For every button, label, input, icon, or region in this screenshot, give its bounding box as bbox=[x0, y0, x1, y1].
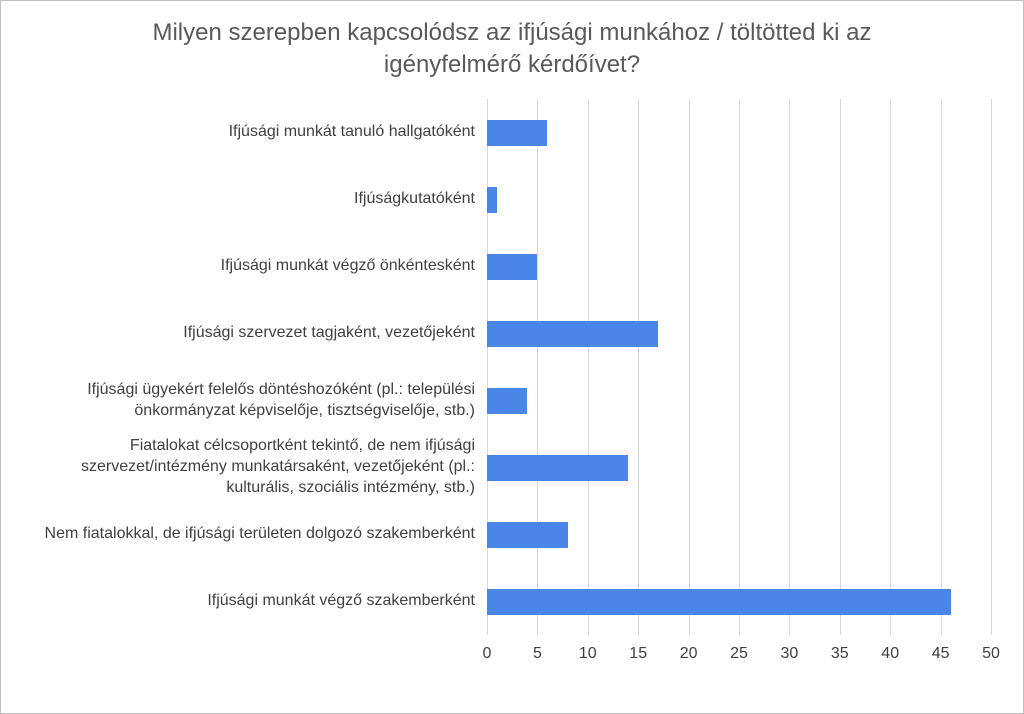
gridline bbox=[839, 99, 841, 635]
x-tick-label: 5 bbox=[532, 645, 542, 662]
x-tick-label: 10 bbox=[578, 645, 597, 662]
bar-track bbox=[487, 166, 991, 233]
x-tick-label: 25 bbox=[730, 645, 748, 662]
x-tick-label: 0 bbox=[482, 645, 492, 662]
category-label: Ifjúságkutatóként bbox=[354, 190, 475, 208]
bar-track bbox=[487, 367, 991, 434]
bar-row: Ifjúsági munkát végző szakemberként bbox=[13, 568, 991, 635]
category-label: Ifjúsági munkát tanuló hallgatóként bbox=[228, 123, 475, 141]
bar bbox=[487, 387, 528, 414]
gridline bbox=[940, 99, 942, 635]
gridline bbox=[638, 99, 640, 635]
x-tick-label: 30 bbox=[780, 645, 799, 662]
bar-track bbox=[487, 99, 991, 166]
x-axis: 0 5 10 15 20 25 30 35 40 45 50 bbox=[483, 635, 1000, 675]
category-label: Nem fiatalokkal, de ifjúsági területen d… bbox=[44, 525, 475, 543]
bar-track bbox=[487, 233, 991, 300]
x-tick-label: 50 bbox=[982, 645, 1000, 662]
gridline bbox=[739, 99, 740, 635]
bar bbox=[487, 186, 498, 213]
bar-track bbox=[487, 300, 991, 367]
bar bbox=[487, 521, 568, 548]
x-tick-label: 15 bbox=[629, 645, 648, 662]
chart-area: Ifjúsági munkát tanuló hallgatóként Ifjús… bbox=[13, 99, 1000, 675]
bar-row: Ifjúsági ügyekért felelős döntéshozóként… bbox=[13, 367, 991, 434]
x-tick-label: 40 bbox=[881, 645, 900, 662]
x-tick-label: 20 bbox=[679, 645, 698, 662]
bar-row: Ifjúságkutatóként bbox=[13, 166, 991, 233]
bar-row: Ifjúsági szervezet tagjaként, vezetőjeké… bbox=[13, 300, 991, 367]
bar-row: Ifjúsági munkát végző önkéntesként bbox=[13, 233, 991, 300]
gridline bbox=[487, 99, 488, 635]
x-tick-label: 35 bbox=[830, 645, 849, 662]
bar bbox=[487, 320, 659, 347]
bar-row: Nem fiatalokkal, de ifjúsági területen d… bbox=[13, 501, 991, 568]
gridline bbox=[991, 99, 992, 635]
category-label: Ifjúsági munkát végző szakemberként bbox=[207, 592, 475, 610]
bar-rows: Ifjúsági munkát tanuló hallgatóként Ifjús… bbox=[13, 99, 991, 635]
bar-track bbox=[487, 568, 991, 635]
x-tick-label: 45 bbox=[931, 645, 950, 662]
gridline bbox=[537, 99, 539, 635]
category-label: Ifjúsági ügyekért felelős döntéshozóként… bbox=[87, 380, 475, 419]
gridline bbox=[688, 99, 690, 635]
gridline bbox=[789, 99, 791, 635]
gridline bbox=[890, 99, 892, 635]
category-label: Ifjúsági munkát végző önkéntesként bbox=[220, 257, 475, 275]
bar bbox=[487, 454, 629, 481]
bar-row: Fiatalokat célcsoportként tekintő, de ne… bbox=[13, 434, 991, 501]
category-label: Fiatalokat célcsoportként tekintő, de ne… bbox=[81, 437, 475, 496]
bar-track bbox=[487, 434, 991, 501]
gridlines bbox=[487, 99, 992, 635]
bar-row: Ifjúsági munkát tanuló hallgatóként bbox=[13, 99, 991, 166]
gridline bbox=[587, 99, 589, 635]
bar bbox=[487, 253, 538, 280]
bar bbox=[487, 119, 548, 146]
bar bbox=[487, 588, 951, 615]
chart-title: Milyen szerepben kapcsolódsz az ifjúsági… bbox=[152, 19, 872, 79]
category-label: Ifjúsági szervezet tagjaként, vezetőjeké… bbox=[183, 324, 475, 342]
bar-track bbox=[487, 501, 991, 568]
